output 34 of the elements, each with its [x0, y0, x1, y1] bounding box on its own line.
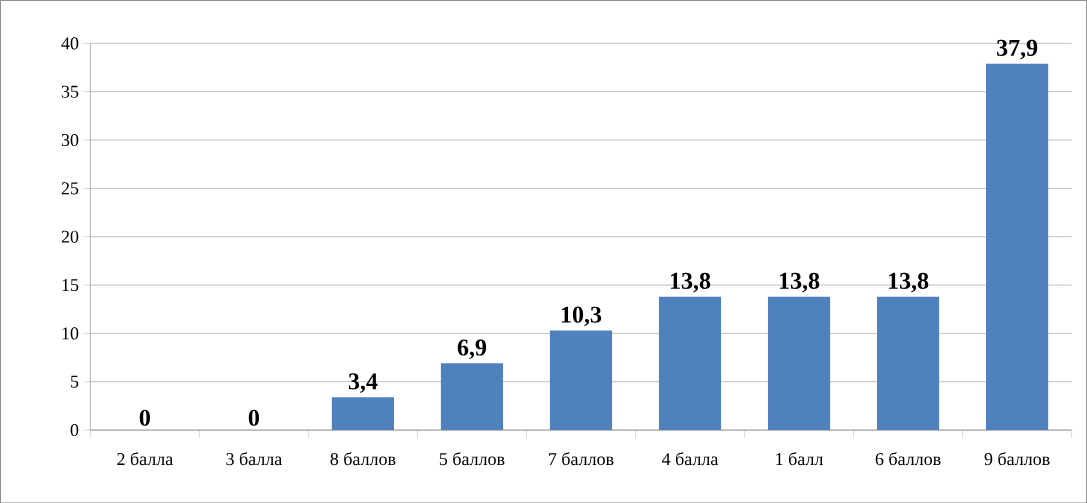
y-tick-label: 10 — [62, 327, 79, 340]
bar — [767, 296, 831, 430]
bar — [876, 296, 940, 430]
x-tick-label: 1 балл — [776, 451, 823, 465]
x-tick-label: 3 балла — [226, 451, 282, 465]
x-tick-label: 7 баллов — [549, 451, 614, 465]
bar — [440, 363, 504, 430]
data-label: 37,9 — [997, 39, 1038, 60]
data-label: 0 — [248, 409, 259, 426]
bar — [331, 397, 394, 430]
x-tick-label: 4 балла — [662, 451, 719, 465]
data-label: 3,4 — [348, 373, 378, 393]
data-label: 6,9 — [457, 339, 487, 359]
x-tick-label: 8 баллов — [330, 451, 396, 465]
y-tick-label: 0 — [70, 423, 79, 436]
bar — [658, 296, 722, 430]
data-label: 13,8 — [779, 272, 820, 293]
data-label: 0 — [139, 409, 150, 426]
y-tick-label: 15 — [62, 278, 79, 291]
data-label: 13,8 — [670, 272, 711, 293]
y-tick-label: 5 — [71, 375, 79, 388]
y-tick-label: 30 — [61, 133, 79, 146]
y-tick-label: 25 — [61, 182, 79, 195]
bar — [549, 330, 613, 430]
x-tick-label: 5 баллов — [439, 451, 505, 465]
x-tick-label: 6 баллов — [875, 451, 941, 465]
y-tick-label: 40 — [61, 37, 79, 50]
y-tick-label: 35 — [61, 85, 79, 98]
bar — [986, 63, 1049, 430]
data-label: 10,3 — [561, 306, 602, 327]
y-tick-label: 20 — [61, 230, 79, 243]
x-tick-label: 9 баллов — [984, 451, 1050, 465]
data-label: 13,8 — [889, 272, 929, 293]
x-tick-label: 2 балла — [117, 451, 173, 465]
